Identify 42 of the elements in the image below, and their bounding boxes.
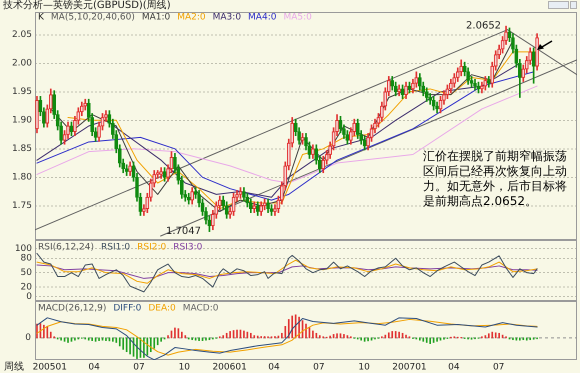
y-tick-label: 50 — [20, 268, 32, 278]
text: MA3:0 — [212, 12, 242, 22]
series-label: RSI1:0 — [100, 242, 130, 252]
x-tick-label: 07 — [133, 362, 145, 373]
y-tick-label: 80 — [20, 254, 32, 264]
x-tick-label: 04 — [448, 362, 460, 373]
legend-title: RSI(6,12,24) — [38, 242, 94, 252]
x-tick-label: 07 — [492, 362, 504, 373]
x-tick-label: 07 — [313, 362, 325, 373]
x-tick-label: 10 — [358, 362, 370, 373]
chart-subtitle: K — [38, 12, 45, 22]
legend-title: MA(5,10,20,40,60) — [50, 12, 135, 22]
y-tick-label: 20 — [20, 282, 32, 292]
y-tick-label: 2.05 — [12, 30, 32, 40]
annotation: 汇价在摆脱了前期窄幅振荡区间后已经再次恢复向上动力。如无意外，后市目标将是前期高点2.0652。 — [423, 149, 568, 209]
series-label: MACD:0 — [182, 303, 219, 314]
annotation: 1.7047 — [166, 226, 201, 238]
text: MA5:0 — [283, 12, 312, 22]
y-tick-label: 1.95 — [12, 87, 32, 98]
x-tick-label: 200501 — [32, 362, 67, 373]
legend-title: MACD(26,12,9) — [38, 303, 106, 314]
text: RSI3:0 — [173, 242, 203, 252]
x-tick-label: 04 — [88, 362, 100, 373]
series-label: RSI2:0 — [137, 242, 166, 252]
y-tick-label: 1.90 — [12, 116, 32, 126]
x-tick-label: 200601 — [212, 362, 247, 373]
annotation: 2.0652 — [466, 20, 502, 32]
y-tick-label: 0 — [26, 292, 32, 302]
text: MA4:0 — [248, 12, 277, 22]
text: DEA:0 — [148, 303, 176, 314]
y-tick-label: 100 — [14, 244, 32, 254]
x-tick-label: 200701 — [392, 362, 427, 373]
x-tick-label: 04 — [268, 362, 280, 373]
y-tick-label: 1.85 — [12, 144, 32, 154]
series-label: DIFF:0 — [113, 303, 142, 314]
x-tick-label: 10 — [178, 362, 190, 373]
text: MA2:0 — [177, 12, 206, 22]
y-tick-label: 1.75 — [12, 201, 32, 212]
text: MA1:0 — [142, 12, 171, 22]
x-axis-title: 周线 — [4, 360, 24, 373]
y-tick-label: 1.80 — [12, 172, 32, 183]
y-tick-label: 2.00 — [12, 58, 32, 69]
